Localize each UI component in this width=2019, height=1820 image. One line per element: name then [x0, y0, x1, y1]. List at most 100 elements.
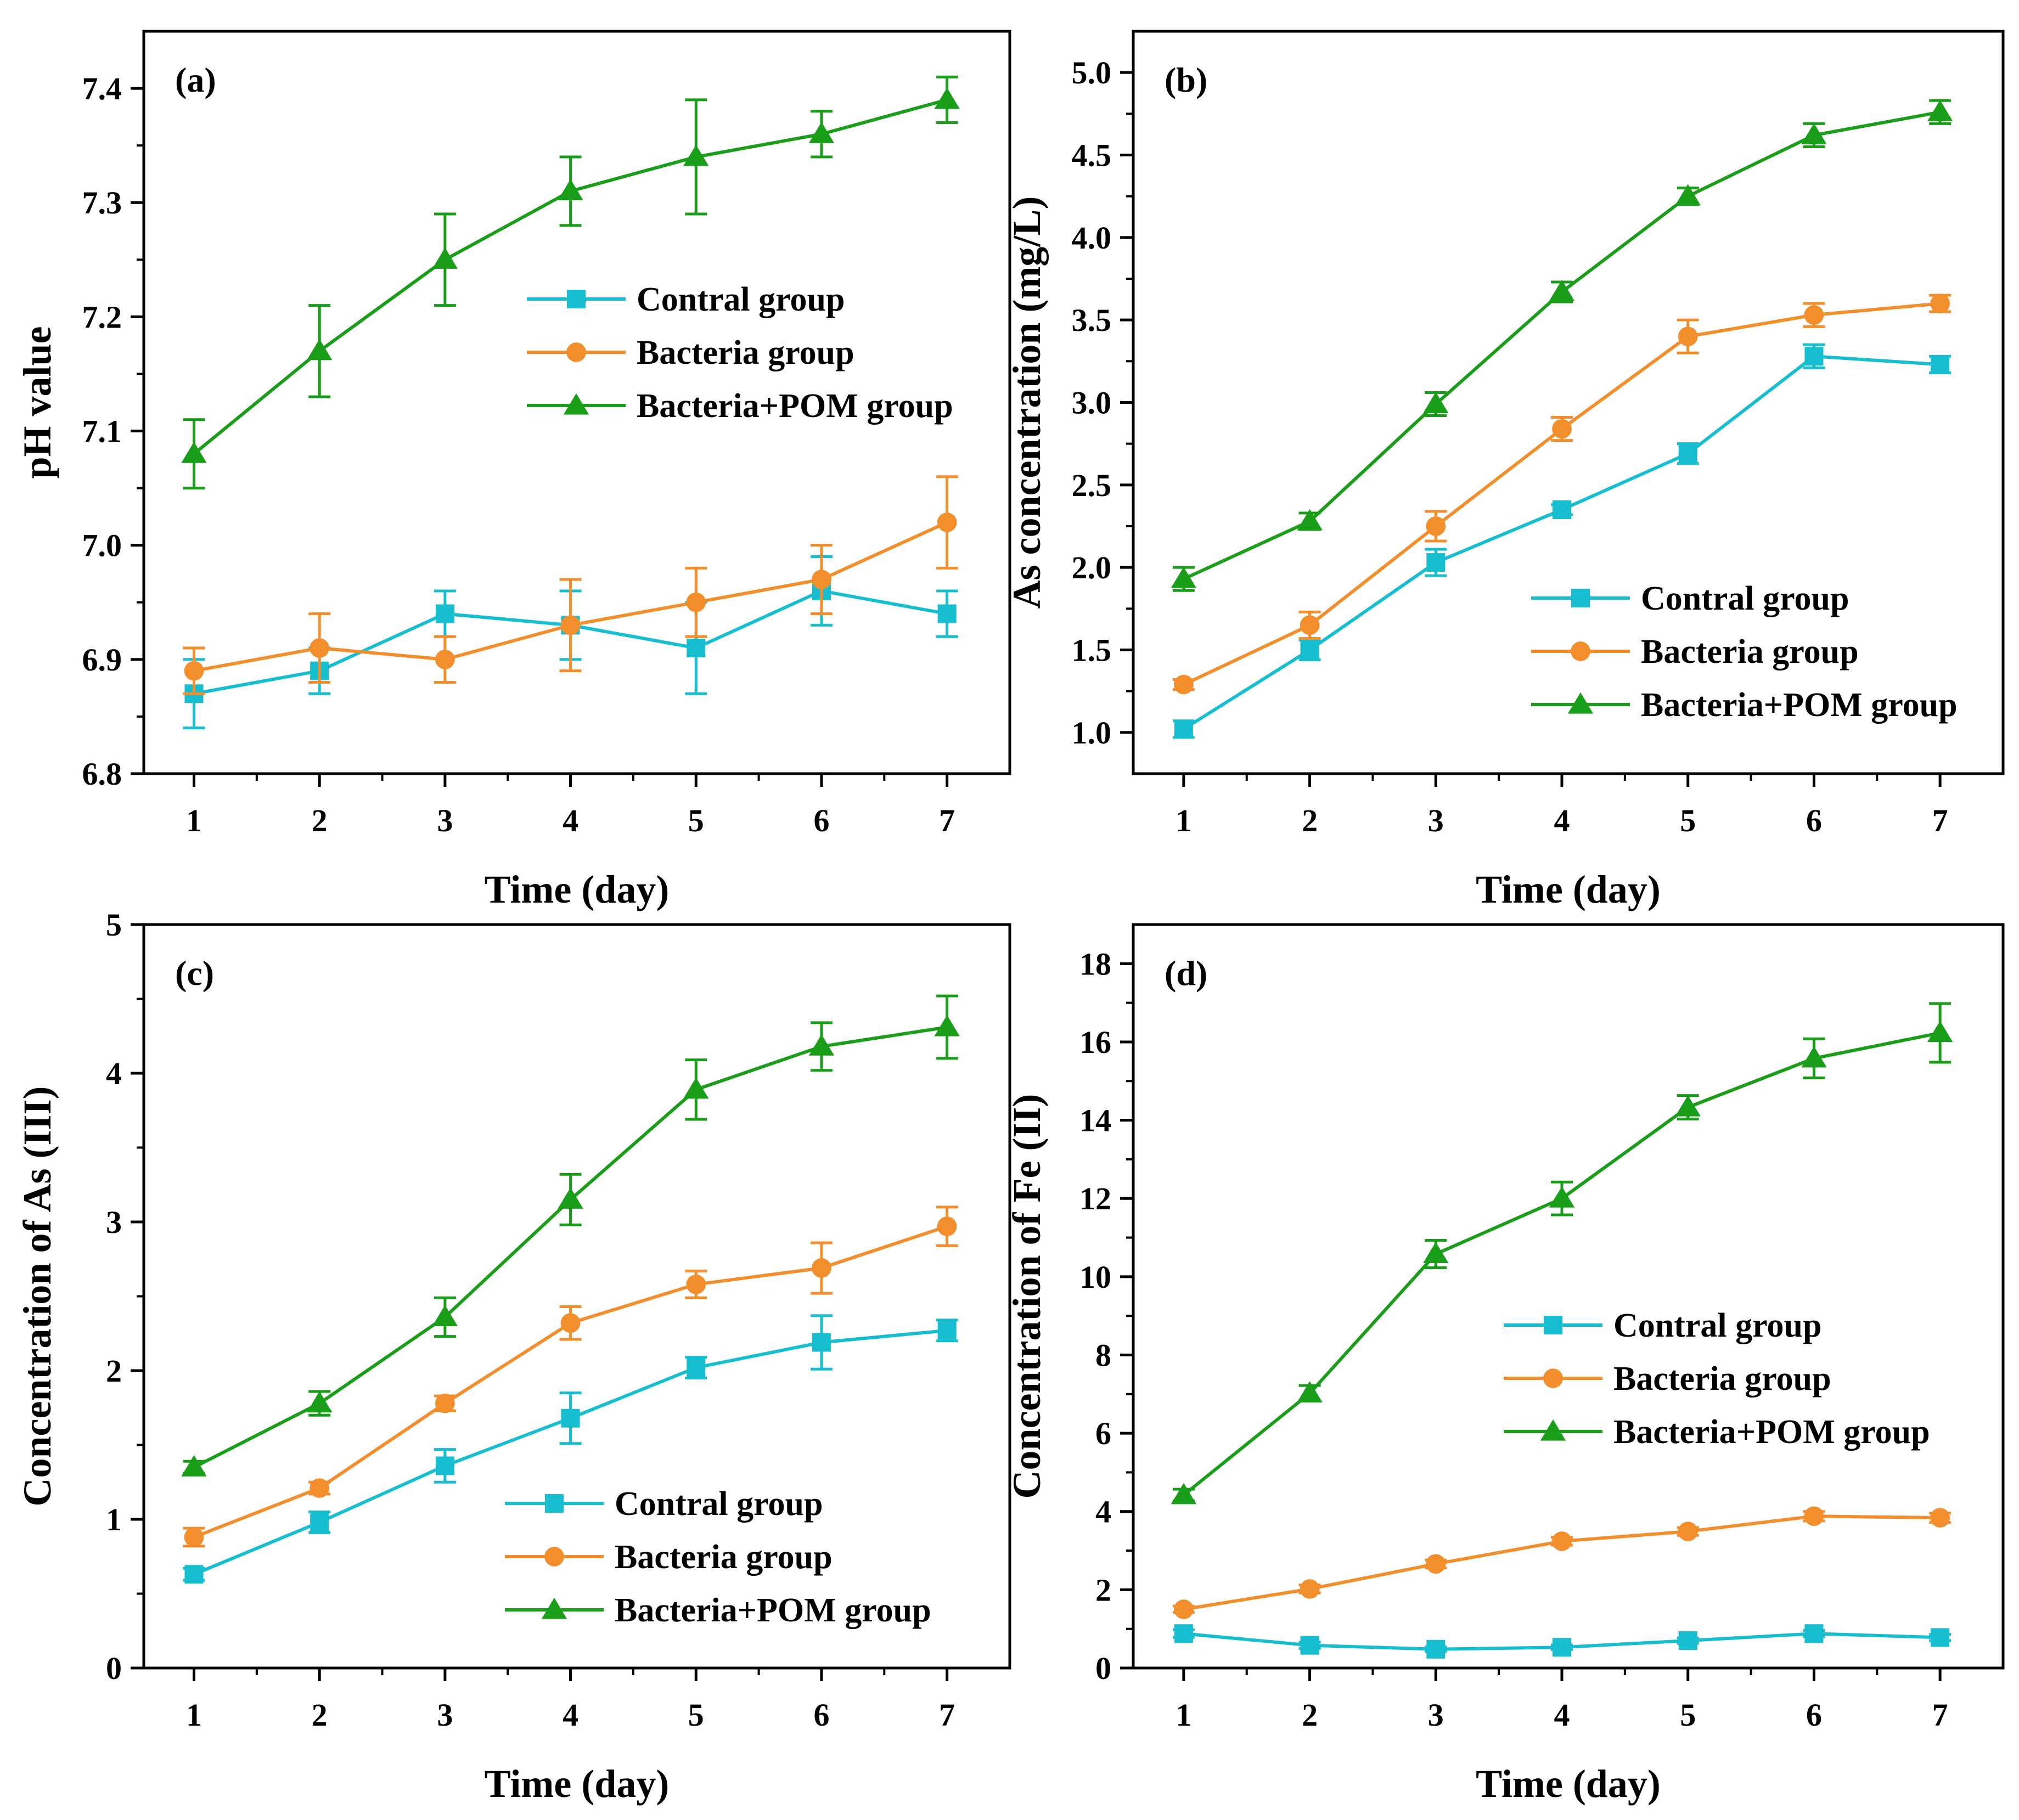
y-tick-label: 6.8 [82, 756, 122, 792]
x-axis-title: Time (day) [485, 867, 670, 911]
data-point [1423, 392, 1449, 414]
data-point [184, 1527, 204, 1547]
legend-marker [1571, 589, 1590, 607]
legend: Contral group Bacteria group Bacteria+POM … [527, 281, 953, 425]
x-tick-label: 4 [1554, 803, 1570, 838]
data-point [808, 122, 835, 143]
data-point [1426, 553, 1446, 572]
y-tick-label: 7.3 [82, 185, 122, 221]
data-point [1804, 305, 1824, 325]
legend-label: Bacteria group [637, 334, 854, 371]
data-point [1678, 1522, 1698, 1541]
series-control [1172, 343, 1951, 739]
x-tick-label: 2 [1302, 803, 1318, 838]
series-bacteria [1172, 1506, 1951, 1619]
legend-marker [544, 1547, 564, 1567]
x-tick-label: 7 [939, 1697, 955, 1733]
data-point [1678, 444, 1697, 463]
data-point [1801, 123, 1827, 144]
data-point [1675, 1095, 1701, 1117]
data-point [1426, 1639, 1446, 1659]
data-point [1801, 1046, 1827, 1068]
data-point [937, 1321, 957, 1340]
y-tick-label: 2 [106, 1353, 122, 1389]
legend: Contral group Bacteria group Bacteria+POM … [505, 1485, 931, 1629]
y-tick-label: 18 [1079, 946, 1111, 982]
series-bacteria [183, 1205, 958, 1548]
y-tick-label: 2 [1095, 1572, 1111, 1608]
y-axis-title: pH value [15, 326, 59, 478]
data-point [435, 1393, 455, 1413]
data-point [184, 1565, 204, 1584]
series-pom [181, 75, 960, 490]
y-tick-label: 2.5 [1072, 467, 1112, 503]
data-point [558, 1187, 583, 1209]
y-tick-label: 3 [106, 1204, 122, 1240]
x-tick-label: 3 [1428, 1697, 1444, 1733]
data-point [1549, 279, 1575, 301]
y-tick-label: 12 [1079, 1181, 1111, 1216]
y-axis-title: Concentration of As (III) [15, 1086, 59, 1507]
y-tick-label: 3.0 [1072, 385, 1112, 421]
legend: Contral group Bacteria group Bacteria+POM … [1531, 580, 1958, 724]
data-point [937, 1216, 957, 1236]
y-axis-title: Concentration of Fe (II) [1005, 1094, 1049, 1499]
series-line [193, 1328, 947, 1576]
y-tick-label: 16 [1079, 1024, 1111, 1060]
data-point [1931, 355, 1950, 374]
panel-c: 1 2 3 4 5 6 7 0 1 2 3 4 5 Time (day) Concentration of … [15, 907, 1011, 1806]
data-point [812, 1258, 831, 1278]
series-line [193, 1225, 948, 1539]
data-point [1300, 615, 1320, 635]
x-tick-label: 1 [1176, 1697, 1191, 1733]
data-point [1297, 1381, 1323, 1402]
legend-marker [567, 290, 586, 308]
panel-label: (a) [175, 60, 216, 99]
data-point [1174, 674, 1194, 695]
x-tick-label: 1 [186, 1697, 202, 1733]
data-point [1300, 640, 1319, 660]
data-point [1553, 1638, 1572, 1657]
y-tick-label: 14 [1079, 1103, 1111, 1139]
x-tick-label: 5 [1680, 1697, 1696, 1733]
legend-label: Bacteria+POM group [1613, 1413, 1930, 1451]
legend-marker [1543, 1368, 1563, 1388]
data-point [1804, 1506, 1824, 1526]
x-tick-label: 6 [1806, 1697, 1822, 1733]
x-tick-label: 1 [1176, 803, 1191, 838]
x-tick-label: 5 [688, 1697, 704, 1733]
legend-label: Bacteria group [615, 1539, 833, 1576]
data-point [1804, 1624, 1824, 1643]
y-tick-label: 4 [106, 1056, 122, 1091]
panel-a: 1 2 3 4 5 6 7 6.8 6.9 7.0 7.1 7.2 7.3 7.4 Time (day) pH… [15, 30, 1011, 911]
y-tick-label: 2.0 [1072, 550, 1112, 585]
y-tick-label: 5.0 [1072, 55, 1112, 91]
data-point [1426, 1554, 1446, 1574]
series-pom [1171, 99, 1953, 592]
data-point [937, 604, 957, 623]
legend-marker [563, 393, 589, 415]
data-point [1927, 1021, 1953, 1043]
y-tick-label: 10 [1079, 1259, 1111, 1295]
x-tick-label: 2 [312, 803, 328, 838]
data-point [310, 1478, 330, 1498]
x-tick-label: 6 [1806, 803, 1822, 838]
data-point [1675, 184, 1701, 206]
x-tick-label: 3 [1428, 803, 1444, 838]
series-bacteria [183, 475, 958, 695]
x-tick-label: 7 [939, 803, 955, 838]
legend-marker [1571, 641, 1590, 661]
panel-label: (c) [175, 954, 214, 993]
legend-label: Bacteria group [1641, 633, 1859, 670]
legend-label: Bacteria+POM group [615, 1592, 931, 1629]
legend-marker [1540, 1419, 1566, 1441]
data-point [1552, 1531, 1572, 1551]
series-line [1183, 1514, 1941, 1611]
y-tick-label: 6 [1095, 1416, 1111, 1451]
data-point [937, 512, 957, 532]
y-tick-label: 0 [1095, 1650, 1111, 1686]
data-point [687, 639, 706, 658]
data-point [432, 1305, 458, 1327]
legend: Contral group Bacteria group Bacteria+POM … [1504, 1307, 1930, 1451]
